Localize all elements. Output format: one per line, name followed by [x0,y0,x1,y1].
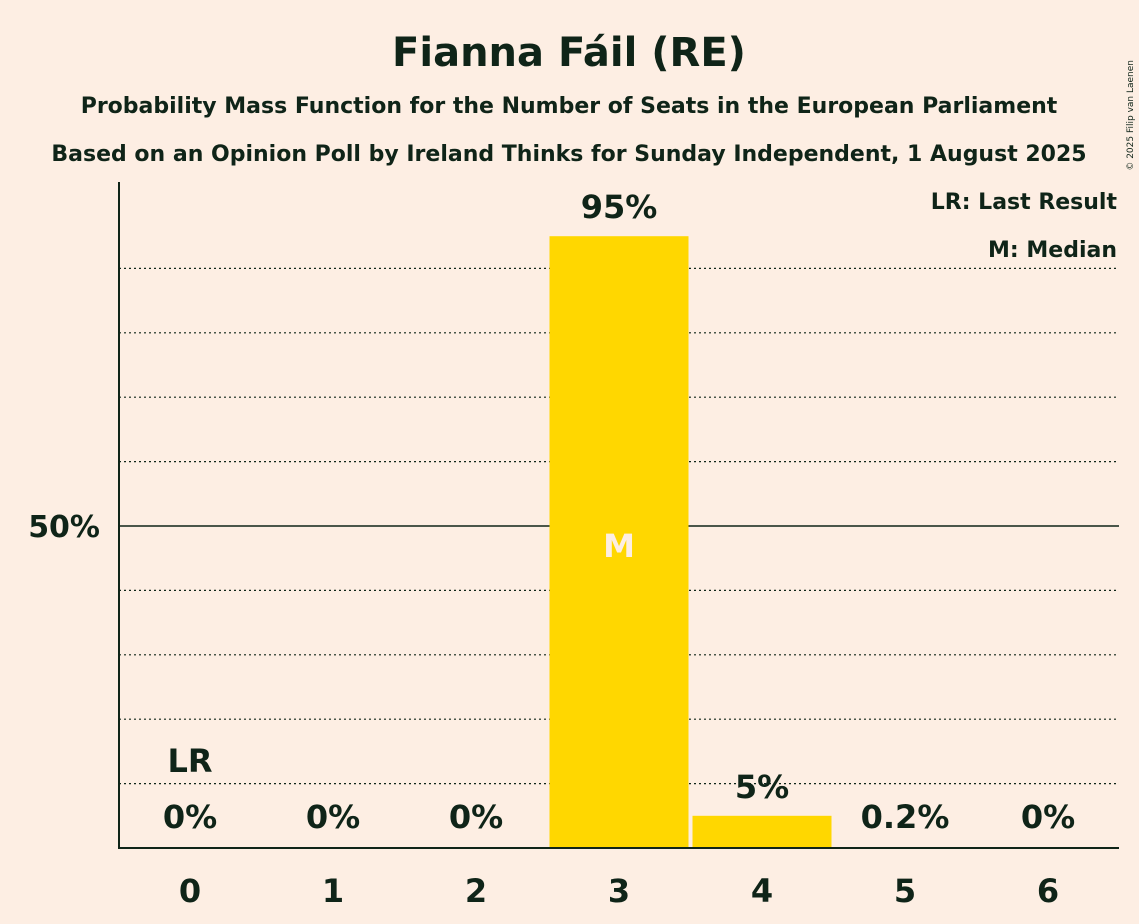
value-label-1: 0% [306,798,360,836]
median-marker: M [603,527,635,565]
chart-subtitle-source: Based on an Opinion Poll by Ireland Thin… [51,142,1086,167]
copyright-notice: © 2025 Filip van Laenen [1126,60,1136,171]
x-tick-label-3: 3 [608,872,630,910]
bar-3 [549,236,689,848]
x-tick-label-5: 5 [894,872,916,910]
value-label-0: 0% [163,798,217,836]
chart-title: Fianna Fáil (RE) [392,30,746,76]
last-result-marker: LR [167,742,212,780]
x-tick-label-1: 1 [322,872,344,910]
value-label-4: 5% [735,768,789,806]
x-tick-label-4: 4 [751,872,773,910]
value-label-2: 0% [449,798,503,836]
value-label-6: 0% [1021,798,1075,836]
legend-median: M: Median [988,238,1117,263]
value-label-5: 0.2% [861,798,950,836]
bar-4 [692,815,832,848]
legend-last-result: LR: Last Result [931,190,1118,215]
value-label-3: 95% [581,188,658,226]
x-tick-label-0: 0 [179,872,201,910]
x-tick-label-2: 2 [465,872,487,910]
y-tick-label-50: 50% [28,510,100,545]
bars [549,236,832,848]
x-tick-label-6: 6 [1037,872,1059,910]
labels: 0% 0 0% 1 0% 2 95% 3 5% 4 0.2% 5 0% 6 LR M [163,188,1075,910]
chart-subtitle: Probability Mass Function for the Number… [81,94,1058,119]
